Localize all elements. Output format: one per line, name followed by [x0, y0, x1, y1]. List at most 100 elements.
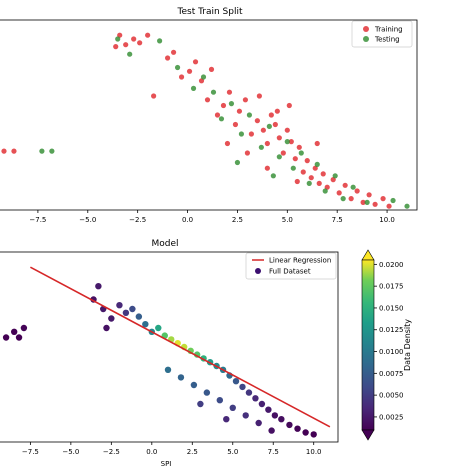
- point-training: [268, 112, 274, 118]
- point-full-dataset: [245, 389, 253, 396]
- point-full-dataset: [271, 412, 279, 419]
- point-testing: [322, 188, 328, 194]
- point-training: [372, 201, 378, 207]
- point-testing: [404, 203, 410, 209]
- point-training: [151, 93, 157, 99]
- point-training: [248, 131, 254, 137]
- legend-marker-training: [363, 26, 369, 32]
- x-tick-label: −2.5: [103, 448, 120, 456]
- point-full-dataset: [95, 283, 102, 290]
- point-testing: [270, 173, 276, 179]
- point-training: [226, 89, 233, 95]
- point-testing: [174, 64, 181, 71]
- point-testing: [200, 74, 207, 80]
- chart-title: Model: [151, 239, 178, 249]
- point-testing: [210, 89, 217, 95]
- point-training: [204, 97, 211, 103]
- point-testing: [306, 180, 312, 186]
- point-testing: [276, 154, 282, 160]
- point-full-dataset: [15, 334, 23, 341]
- chart-train-test-split: Test Train Split −7.5 −5.0 −2.5 0.0 2.5 5.0 7.…: [0, 7, 418, 224]
- point-training: [131, 36, 137, 42]
- legend-marker-testing: [363, 36, 369, 42]
- point-training: [294, 178, 300, 185]
- point-full-dataset: [164, 366, 172, 373]
- x-tick-label: 7.5: [332, 216, 343, 224]
- chart-title: Test Train Split: [177, 7, 243, 17]
- point-training: [296, 144, 302, 150]
- x-tick-label: −2.5: [129, 216, 146, 224]
- point-full-dataset: [135, 313, 143, 320]
- x-tick-label: −7.5: [22, 448, 39, 456]
- colorbar-tick-label: 0.0200: [379, 261, 404, 269]
- point-training: [342, 182, 348, 188]
- point-training: [272, 121, 278, 128]
- point-training: [360, 199, 366, 205]
- x-tick-label: 0.0: [182, 216, 193, 224]
- point-training: [320, 171, 326, 177]
- point-training: [208, 66, 215, 72]
- point-full-dataset: [268, 427, 275, 434]
- colorbar-label: Data Density: [403, 319, 412, 371]
- point-training: [224, 140, 231, 147]
- point-full-dataset: [258, 400, 266, 408]
- point-training: [254, 118, 260, 124]
- point-full-dataset: [252, 395, 259, 402]
- point-training: [214, 112, 221, 118]
- x-tick-label: 2.5: [232, 216, 243, 224]
- point-full-dataset: [302, 429, 309, 436]
- colorbar-tick-label: 0.0100: [379, 348, 404, 356]
- x-tick-label: 2.5: [187, 448, 198, 456]
- x-tick-label: 7.5: [268, 448, 279, 456]
- point-testing: [127, 51, 133, 57]
- point-training: [137, 40, 143, 46]
- x-tick-label: 5.0: [282, 216, 293, 224]
- point-testing: [340, 196, 346, 202]
- colorbar-tick-label: 0.0025: [379, 413, 404, 421]
- point-testing: [332, 173, 338, 179]
- colorbar: 0.0025 0.0050 0.0075 0.0100 0.0125 0.0150 0.01…: [361, 249, 412, 441]
- plot-area: [0, 251, 339, 443]
- point-testing: [218, 116, 225, 122]
- point-training: [354, 188, 360, 194]
- regression-line: [30, 266, 331, 428]
- point-testing: [49, 148, 55, 154]
- point-training: [186, 68, 193, 74]
- x-tick-label: −7.5: [29, 216, 46, 224]
- point-testing: [258, 144, 264, 150]
- point-training: [145, 32, 151, 38]
- point-training: [386, 203, 392, 209]
- x-axis-label: SPI: [161, 460, 172, 468]
- point-full-dataset: [142, 321, 149, 328]
- point-training: [288, 139, 294, 145]
- point-training: [284, 127, 290, 133]
- point-full-dataset: [116, 302, 123, 309]
- point-training: [11, 148, 17, 154]
- plot-area: [0, 19, 418, 211]
- point-training: [300, 169, 306, 175]
- colorbar-tick-label: 0.0075: [379, 370, 404, 378]
- point-full-dataset: [20, 324, 28, 332]
- point-full-dataset: [310, 431, 317, 438]
- point-testing: [266, 123, 272, 129]
- point-training: [304, 158, 310, 164]
- point-full-dataset: [232, 378, 240, 385]
- point-training: [348, 196, 354, 202]
- legend-label-full-dataset: Full Dataset: [269, 268, 311, 276]
- point-full-dataset: [278, 416, 285, 423]
- colorbar-tick-label: 0.0175: [379, 283, 404, 291]
- point-training: [274, 108, 280, 114]
- point-training: [380, 196, 386, 202]
- x-axis: −7.5 −5.0 −2.5 0.0 2.5 5.0 7.5 10.0: [22, 442, 322, 456]
- point-testing: [350, 184, 356, 190]
- x-axis: −7.5 −5.0 −2.5 0.0 2.5 5.0 7.5 10.0: [29, 210, 395, 224]
- point-full-dataset: [203, 389, 211, 396]
- point-testing: [228, 101, 235, 107]
- point-full-dataset: [223, 416, 230, 423]
- point-training: [256, 93, 262, 99]
- x-tick-label: −5.0: [79, 216, 96, 224]
- point-training: [220, 102, 227, 109]
- x-tick-label: 10.0: [379, 216, 395, 224]
- point-testing: [284, 139, 290, 145]
